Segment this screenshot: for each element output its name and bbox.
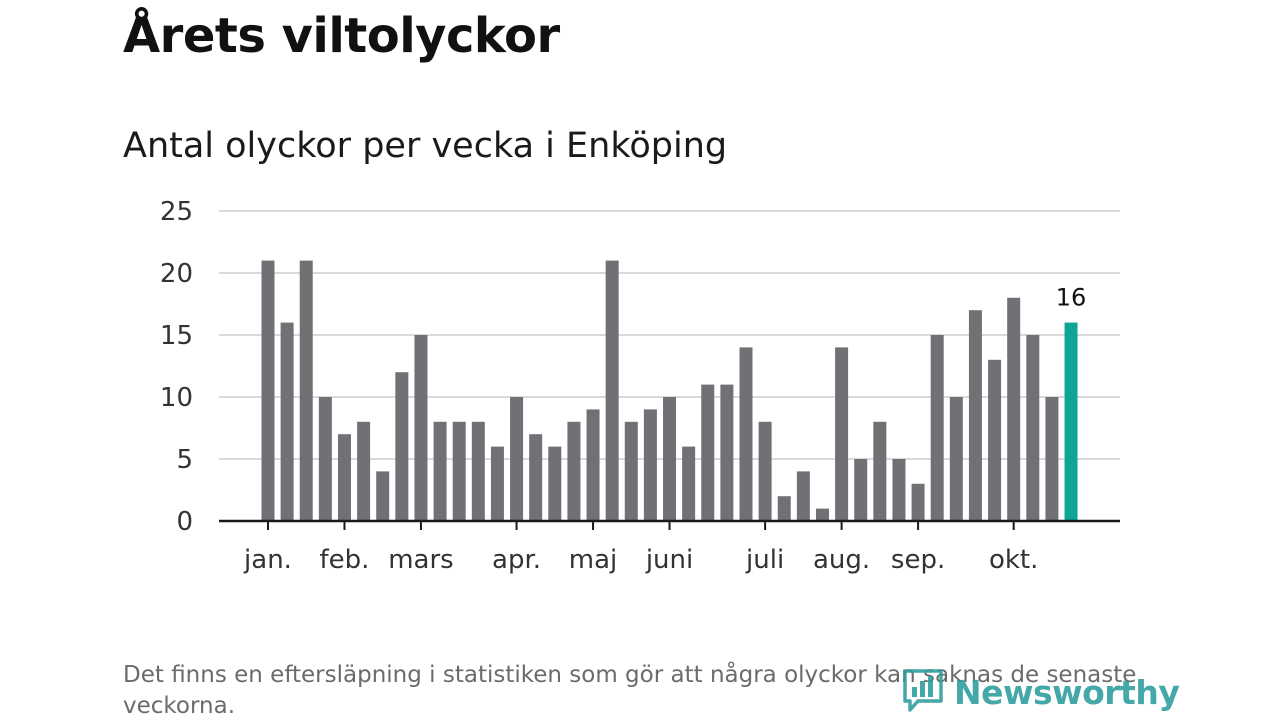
bar (395, 372, 409, 521)
bar (701, 384, 715, 521)
x-tick-label: feb. (320, 545, 370, 575)
brand-name: Newsworthy (954, 672, 1180, 712)
bar (280, 322, 294, 521)
y-tick-label: 5 (176, 445, 193, 475)
x-tick-label: apr. (492, 545, 541, 575)
bar (299, 260, 313, 521)
bar (337, 434, 351, 521)
bar (873, 421, 887, 521)
bar (548, 446, 562, 521)
x-tick-label: okt. (989, 545, 1038, 575)
footnote: Det finns en eftersläpning i statistiken… (123, 662, 1137, 719)
x-axis-month-labels: jan. feb. mars apr. maj juni juli aug. sep. okt. (243, 545, 1038, 575)
bar (490, 446, 504, 521)
x-axis (219, 519, 1120, 530)
bar (471, 421, 485, 521)
y-tick-label: 15 (160, 321, 193, 351)
bar (796, 471, 810, 521)
x-tick-label: jan. (243, 545, 292, 575)
bar (357, 421, 371, 521)
x-tick-label: aug. (813, 545, 870, 575)
bar (318, 397, 332, 521)
bar (376, 471, 390, 521)
bar (739, 347, 753, 521)
bar (414, 335, 428, 521)
y-tick-label: 0 (176, 507, 193, 537)
bar (567, 421, 581, 521)
bar (510, 397, 524, 521)
x-tick-label: sep. (891, 545, 945, 575)
bar (261, 260, 275, 521)
bar (949, 397, 963, 521)
bar (930, 335, 944, 521)
x-tick-label: juli (745, 545, 784, 575)
x-tick-label: mars (388, 545, 454, 575)
data-label: 16 (1056, 284, 1087, 312)
newsworthy-logo-icon (902, 667, 944, 717)
x-tick-label: juni (645, 545, 693, 575)
bar (777, 496, 791, 521)
bar (911, 483, 925, 521)
bar (758, 421, 772, 521)
chart-title: Antal olyckor per vecka i Enköping (123, 126, 728, 166)
bar-highlight (1064, 322, 1078, 521)
bar (643, 409, 657, 521)
y-tick-label: 20 (160, 259, 193, 289)
bars (261, 260, 1078, 521)
x-tick-label: maj (569, 545, 617, 575)
bar (854, 459, 868, 521)
bar (988, 359, 1002, 521)
brand-logo: Newsworthy (902, 667, 1180, 717)
bar (968, 310, 982, 521)
bar (815, 508, 829, 521)
bar (605, 260, 619, 521)
bar-chart: 0 5 10 15 20 25 jan. feb. mars apr. maj juni juli au… (160, 197, 1120, 575)
bar (720, 384, 734, 521)
bar (663, 397, 677, 521)
y-tick-label: 10 (160, 383, 193, 413)
bar (892, 459, 906, 521)
bar (1026, 335, 1040, 521)
y-axis-ticks: 0 5 10 15 20 25 (160, 197, 193, 537)
bar (835, 347, 849, 521)
y-tick-label: 25 (160, 197, 193, 227)
bar (682, 446, 696, 521)
bar (586, 409, 600, 521)
bar (624, 421, 638, 521)
data-labels: 16 (1056, 284, 1087, 312)
bar (529, 434, 543, 521)
bar (433, 421, 447, 521)
page-title: Årets viltolyckor (123, 8, 560, 64)
bar (1007, 297, 1021, 521)
bar (452, 421, 466, 521)
bar (1045, 397, 1059, 521)
